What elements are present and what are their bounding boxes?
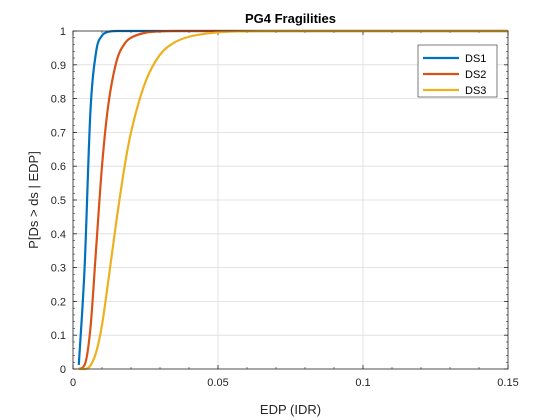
y-tick-label: 0.2 <box>51 296 66 308</box>
legend: DS1 DS2 DS3 <box>417 44 498 98</box>
y-tick-label: 0.7 <box>51 127 66 139</box>
chart-title: PG4 Fragilities <box>245 11 336 26</box>
x-tick-label: 0.15 <box>497 377 518 389</box>
y-tick-label: 0 <box>60 364 66 376</box>
y-tick-label: 0.3 <box>51 263 66 275</box>
y-axis-label: P[Ds > ds | EDP] <box>26 151 41 249</box>
y-tick-label: 0.6 <box>51 161 66 173</box>
y-tick-label: 1 <box>60 26 66 38</box>
x-tick-labels: 0 0.05 0.1 0.15 <box>70 377 519 389</box>
x-tick-label: 0.05 <box>207 377 228 389</box>
x-tick-label: 0.1 <box>355 377 370 389</box>
y-tick-label: 0.1 <box>51 330 66 342</box>
x-tick-label: 0 <box>70 377 76 389</box>
x-axis-label: EDP (IDR) <box>260 402 321 417</box>
axes-box <box>72 30 509 370</box>
y-tick-labels: 0 0.1 0.2 0.3 0.4 0.5 0.6 0.7 0.8 0.9 1 <box>51 26 66 376</box>
legend-label-ds3: DS3 <box>465 85 486 97</box>
legend-label-ds2: DS2 <box>465 69 486 81</box>
legend-box <box>417 44 498 98</box>
y-tick-label: 0.9 <box>51 60 66 72</box>
y-tick-label: 0.8 <box>51 94 66 106</box>
y-tick-label: 0.5 <box>51 195 66 207</box>
y-tick-label: 0.4 <box>51 229 66 241</box>
legend-label-ds1: DS1 <box>465 53 486 65</box>
